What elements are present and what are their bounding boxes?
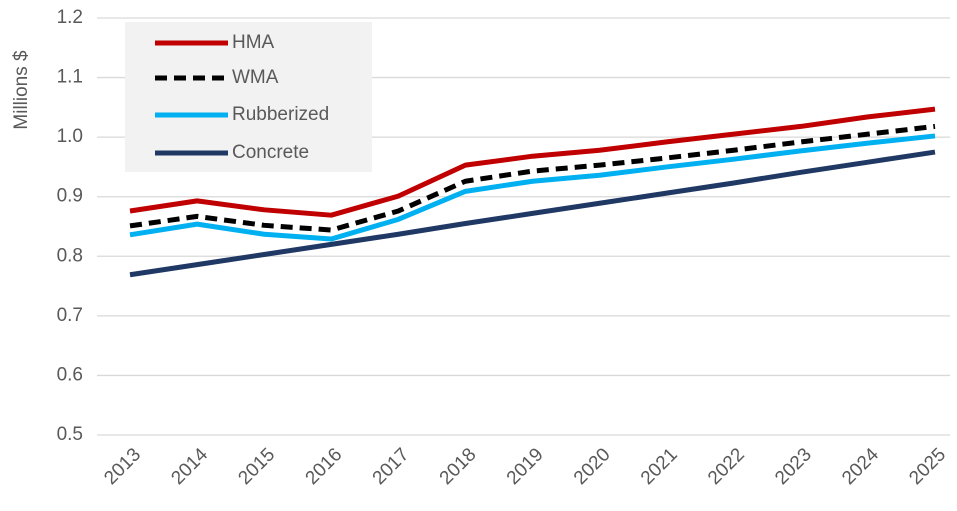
legend-label: Rubberized	[232, 104, 329, 125]
x-tick-label: 2020	[570, 444, 615, 489]
y-tick-label: 1.0	[57, 126, 83, 147]
x-tick-label: 2013	[100, 444, 145, 489]
y-tick-label: 0.9	[57, 186, 83, 207]
x-tick-label: 2016	[302, 444, 347, 489]
x-tick-label: 2023	[771, 444, 816, 489]
y-tick-label: 0.5	[57, 424, 83, 445]
y-tick-label: 0.7	[57, 305, 83, 326]
x-tick-label: 2014	[167, 444, 212, 489]
x-tick-label: 2021	[637, 444, 682, 489]
legend-label: Concrete	[232, 142, 309, 163]
x-tick-label: 2017	[369, 444, 414, 489]
x-tick-label: 2025	[905, 444, 950, 489]
x-tick-label: 2019	[503, 444, 548, 489]
x-tick-label: 2022	[704, 444, 749, 489]
series-line	[129, 106, 936, 218]
y-tick-label: 1.1	[57, 67, 83, 88]
legend-label: HMA	[232, 32, 275, 53]
x-tick-label: 2018	[436, 444, 481, 489]
y-tick-label: 0.6	[57, 364, 83, 385]
legend-box	[125, 22, 372, 172]
y-axis-label: Millions $	[11, 50, 32, 130]
y-tick-label: 1.2	[57, 7, 83, 28]
legend-label: WMA	[232, 67, 279, 88]
x-tick-label: 2024	[838, 444, 883, 489]
series-line	[129, 149, 936, 278]
x-tick-label: 2015	[235, 444, 280, 489]
series-line	[129, 133, 936, 242]
y-tick-label: 0.8	[57, 245, 83, 266]
series-line	[129, 123, 936, 233]
